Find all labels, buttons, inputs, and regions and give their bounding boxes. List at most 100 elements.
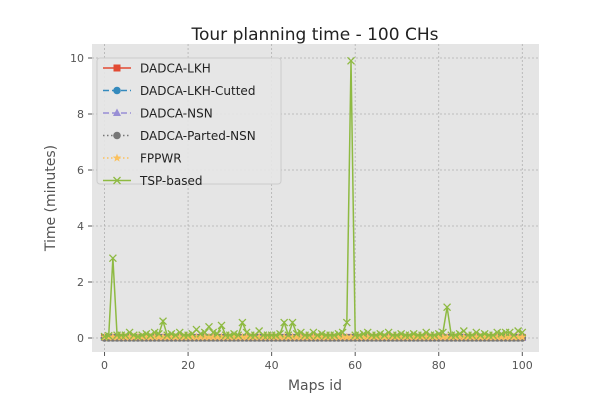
data-point bbox=[146, 332, 155, 341]
data-point bbox=[455, 329, 464, 338]
data-point bbox=[108, 332, 118, 341]
data-point bbox=[112, 332, 122, 341]
legend-item: DADCA-LKH bbox=[103, 62, 211, 76]
data-point bbox=[438, 332, 448, 341]
data-point bbox=[125, 332, 134, 341]
legend: DADCA-LKH DADCA-LKH-Cutted DADCA-NSN DADCA-… bbox=[96, 57, 282, 188]
data-point bbox=[121, 331, 130, 340]
data-point bbox=[183, 332, 193, 341]
data-point bbox=[413, 332, 423, 341]
data-point bbox=[476, 332, 485, 341]
data-point bbox=[129, 332, 139, 341]
data-point bbox=[104, 332, 113, 341]
data-point bbox=[489, 331, 498, 340]
data-point bbox=[259, 332, 268, 341]
data-point bbox=[421, 332, 431, 341]
legend-item: DADCA-LKH-Cutted bbox=[103, 84, 255, 98]
data-point bbox=[246, 332, 256, 341]
data-point bbox=[313, 332, 322, 341]
data-point bbox=[367, 332, 377, 341]
data-point bbox=[187, 332, 197, 341]
data-point bbox=[108, 254, 117, 263]
data-point bbox=[334, 332, 343, 341]
data-point bbox=[467, 332, 477, 341]
data-point bbox=[159, 317, 167, 326]
data-point bbox=[342, 318, 351, 327]
data-point bbox=[405, 332, 414, 341]
data-point bbox=[434, 332, 444, 341]
x-tick-label: 0 bbox=[101, 359, 108, 372]
data-point bbox=[288, 318, 297, 327]
data-point bbox=[250, 332, 260, 341]
y-tick-label: 2 bbox=[77, 276, 84, 289]
data-point bbox=[309, 332, 318, 341]
data-point bbox=[459, 332, 469, 341]
data-point bbox=[325, 332, 335, 341]
data-point bbox=[422, 328, 431, 337]
legend-label: DADCA-Parted-NSN bbox=[140, 129, 256, 143]
data-point bbox=[484, 332, 494, 341]
data-point bbox=[179, 332, 189, 341]
data-point bbox=[238, 318, 247, 327]
data-point bbox=[142, 332, 151, 341]
data-point bbox=[280, 318, 289, 327]
legend-item: TSP-based bbox=[103, 174, 202, 188]
data-point bbox=[267, 332, 276, 341]
y-tick-label: 10 bbox=[70, 52, 84, 65]
data-point bbox=[276, 329, 284, 338]
y-tick-label: 0 bbox=[77, 332, 84, 345]
data-point bbox=[380, 331, 389, 340]
legend-label: DADCA-LKH bbox=[140, 62, 211, 76]
data-point bbox=[497, 332, 506, 341]
x-tick-label: 60 bbox=[348, 359, 362, 372]
data-point bbox=[446, 332, 456, 341]
data-point bbox=[200, 328, 209, 337]
legend-marker bbox=[112, 153, 122, 162]
x-axis-label: Maps id bbox=[288, 378, 342, 394]
data-point bbox=[217, 321, 226, 330]
data-point bbox=[371, 332, 381, 341]
data-point bbox=[518, 332, 527, 341]
data-point bbox=[175, 328, 184, 337]
data-point bbox=[363, 328, 372, 337]
legend-marker bbox=[113, 108, 121, 116]
data-point bbox=[121, 332, 130, 341]
data-point bbox=[388, 332, 398, 341]
data-point bbox=[192, 332, 201, 341]
data-point bbox=[347, 56, 355, 65]
data-point bbox=[158, 332, 168, 341]
data-point bbox=[401, 332, 410, 341]
data-point bbox=[204, 332, 214, 341]
legend-item: DADCA-NSN bbox=[103, 107, 213, 121]
data-point bbox=[396, 332, 406, 341]
data-point bbox=[137, 332, 147, 341]
y-tick-label: 8 bbox=[77, 108, 84, 121]
legend-item: FPPWR bbox=[103, 152, 182, 166]
legend-label: TSP-based bbox=[139, 174, 202, 188]
data-point bbox=[359, 332, 368, 341]
data-point bbox=[229, 332, 239, 341]
data-point bbox=[417, 332, 427, 341]
data-point bbox=[279, 332, 289, 341]
data-point bbox=[217, 332, 226, 341]
data-point bbox=[300, 332, 310, 341]
data-point bbox=[225, 332, 235, 341]
series-layer bbox=[100, 56, 527, 342]
data-point bbox=[234, 331, 243, 340]
data-point bbox=[221, 332, 230, 341]
data-point bbox=[238, 332, 247, 341]
data-point bbox=[513, 332, 523, 341]
data-point bbox=[304, 332, 314, 341]
data-point bbox=[154, 332, 164, 341]
legend-marker bbox=[113, 86, 121, 95]
data-point bbox=[150, 332, 159, 341]
data-point bbox=[442, 332, 452, 341]
data-point bbox=[350, 332, 360, 341]
data-point bbox=[384, 328, 393, 337]
data-point bbox=[443, 303, 452, 312]
data-point bbox=[363, 332, 372, 341]
data-point bbox=[309, 328, 318, 337]
data-point bbox=[509, 332, 519, 341]
data-point bbox=[296, 332, 306, 341]
